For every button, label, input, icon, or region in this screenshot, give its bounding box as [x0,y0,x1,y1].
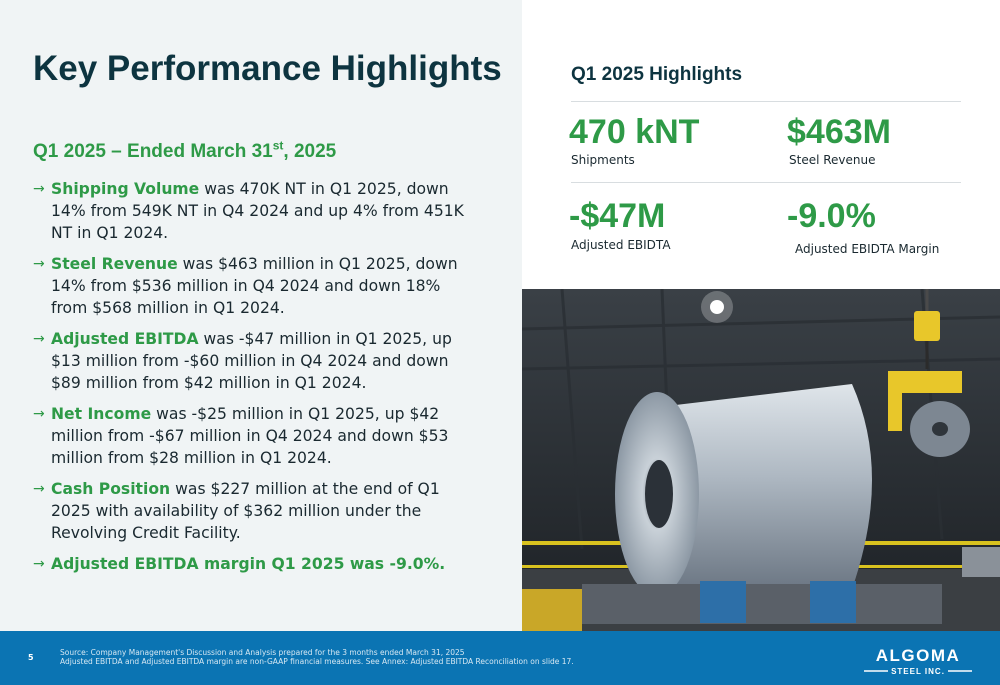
bullet-text: was $463 million in Q1 2025, down 14% fr… [51,255,458,317]
arrow-right-icon: → [33,556,45,572]
logo-sub-text: STEEL INC. [891,667,945,676]
steel-coil-photo [522,289,1000,631]
arrow-right-icon: → [33,331,45,347]
arrow-right-icon: → [33,181,45,197]
bullet-cash-position: → Cash Position was $227 million at the e… [33,478,465,544]
steel-coil-illustration [522,289,1000,631]
bullet-ebitda-margin: → Adjusted EBITDA margin Q1 2025 was -9.0… [33,553,465,575]
bullet-net-income: → Net Income was -$25 million in Q1 2025,… [33,403,465,469]
metric-ebitda-margin-value: -9.0% [787,197,876,235]
bullet-text: was -$47 million in Q1 2025, up $13 mill… [51,330,452,392]
metric-ebitda-margin-label: Adjusted EBIDTA Margin [795,242,940,256]
footer-source: Source: Company Management's Discussion … [60,648,574,666]
metric-adjusted-ebitda-label: Adjusted EBIDTA [571,238,671,252]
metric-steel-revenue-value: $463M [787,113,891,151]
metric-adjusted-ebitda-value: -$47M [569,197,666,235]
bullet-text: was -$25 million in Q1 2025, up $42 mill… [51,405,449,467]
bullet-highlight: Adjusted EBITDA margin Q1 2025 was -9.0%… [51,555,446,573]
algoma-logo: ALGOMA STEEL INC. [864,646,972,676]
logo-main-text: ALGOMA [876,646,961,665]
bullet-shipping-volume: → Shipping Volume was 470K NT in Q1 2025,… [33,178,465,244]
bullet-text: was $227 million at the end of Q1 2025 w… [51,480,440,542]
highlights-bullet-list: → Shipping Volume was 470K NT in Q1 2025,… [33,178,465,584]
subtitle-prefix: Q1 2025 – Ended March 31 [33,141,273,162]
subtitle-superscript: st [272,138,284,153]
slide-title: Key Performance Highlights [33,49,502,88]
divider [571,101,961,102]
slide-subtitle: Q1 2025 – Ended March 31st, 2025 [33,138,337,163]
metric-shipments-value: 470 kNT [569,113,700,151]
bullet-highlight: Steel Revenue [51,255,178,273]
arrow-right-icon: → [33,406,45,422]
highlights-title: Q1 2025 Highlights [571,64,743,85]
divider [571,182,961,183]
bullet-highlight: Adjusted EBITDA [51,330,199,348]
bullet-highlight: Shipping Volume [51,180,200,198]
bullet-steel-revenue: → Steel Revenue was $463 million in Q1 20… [33,253,465,319]
metric-steel-revenue-label: Steel Revenue [789,153,876,167]
arrow-right-icon: → [33,256,45,272]
page-number: 5 [28,653,34,662]
source-line-1: Source: Company Management's Discussion … [60,648,465,657]
bullet-adjusted-ebitda: → Adjusted EBITDA was -$47 million in Q1 … [33,328,465,394]
left-panel [0,0,522,631]
highlights-panel [522,0,1000,289]
metric-shipments-label: Shipments [571,153,635,167]
bullet-highlight: Cash Position [51,480,171,498]
subtitle-suffix: , 2025 [283,141,337,162]
footer-bar: 5 Source: Company Management's Discussio… [0,631,1000,685]
bullet-text: was 470K NT in Q1 2025, down 14% from 54… [51,180,464,242]
arrow-right-icon: → [33,481,45,497]
source-line-2: Adjusted EBITDA and Adjusted EBITDA marg… [60,657,574,666]
bullet-highlight: Net Income [51,405,152,423]
